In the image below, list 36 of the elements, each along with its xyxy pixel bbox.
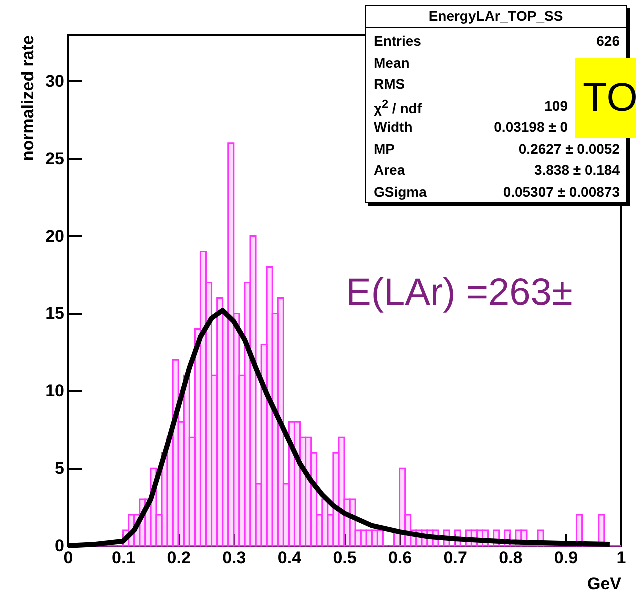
x-tick-label: 0.8 bbox=[499, 548, 523, 568]
annotation: 0.05307 ± 0.00873 bbox=[503, 184, 620, 200]
annotation: GSigma bbox=[374, 184, 427, 200]
x-tick-label: 0.7 bbox=[444, 548, 468, 568]
y-tick-label: 10 bbox=[46, 382, 64, 401]
x-axis-title: GeV bbox=[587, 574, 622, 594]
annotation: 626 bbox=[596, 33, 620, 49]
annotation: Entries bbox=[374, 33, 422, 49]
text: EnergyLAr_TOP_SS bbox=[428, 8, 564, 24]
x-tick-label: 0.6 bbox=[388, 548, 412, 568]
y-tick-label: 15 bbox=[46, 304, 64, 324]
annotation: TO bbox=[575, 58, 636, 138]
y-tick-label: 30 bbox=[46, 72, 64, 91]
annotation: E(LAr) =263± bbox=[346, 272, 573, 315]
y-tick-label: 5 bbox=[55, 459, 64, 478]
x-tick-label: 0.2 bbox=[167, 548, 191, 568]
annotation: Area bbox=[374, 162, 406, 178]
x-tick-label: 1 bbox=[616, 548, 626, 568]
y-tick-label: 25 bbox=[46, 149, 64, 168]
annotation: 109 bbox=[544, 98, 568, 114]
y-tick-label: 0 bbox=[55, 536, 64, 556]
annotation: 0.03198 ± 0 bbox=[494, 119, 568, 135]
annotation: 0.2627 ± 0.0052 bbox=[518, 140, 620, 156]
x-tick-label: 0.1 bbox=[112, 548, 136, 568]
x-tick-label: 0.9 bbox=[554, 548, 578, 568]
annotation: Mean bbox=[374, 54, 410, 70]
y-tick-label: 20 bbox=[46, 226, 64, 246]
annotation: χ$^{2}$ / ndf bbox=[374, 98, 422, 116]
y-axis-title: normalized rate bbox=[18, 36, 38, 162]
x-tick-label: 0.3 bbox=[222, 548, 246, 568]
annotation: 3.838 ± 0.184 bbox=[534, 162, 620, 178]
annotation: RMS bbox=[374, 76, 406, 92]
x-tick-label: 0.4 bbox=[278, 548, 302, 568]
annotation: MP bbox=[374, 140, 395, 156]
annotation: Width bbox=[374, 119, 413, 135]
x-tick-label: 0.5 bbox=[333, 548, 357, 568]
